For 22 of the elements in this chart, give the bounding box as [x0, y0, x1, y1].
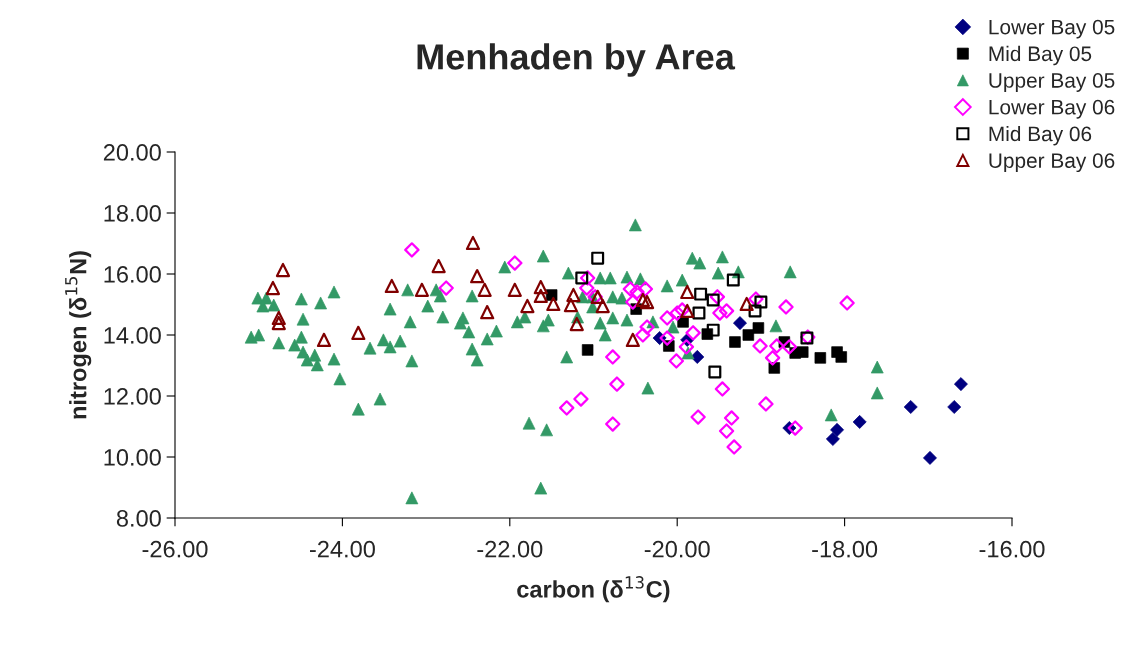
- legend-label: Mid Bay 05: [989, 45, 1092, 66]
- legend-label: Upper Bay 05: [989, 73, 1115, 92]
- x-tick-label: -16.00: [979, 540, 1045, 558]
- y-tick-label: 10.00: [104, 449, 161, 466]
- legend-label: Lower Bay 05: [989, 19, 1115, 39]
- chart-title: Menhaden by Area: [417, 43, 736, 77]
- legend-label: Mid Bay 06: [989, 125, 1092, 146]
- legend-label: Upper Bay 06: [989, 153, 1115, 173]
- y-tick-label: 18.00: [104, 205, 161, 222]
- y-tick-label: 8.00: [116, 510, 161, 527]
- x-tick-label: -24.00: [309, 540, 375, 558]
- y-tick-label: 14.00: [104, 327, 161, 344]
- x-tick-label: -26.00: [142, 540, 208, 558]
- y-axis-title: nitrogen (δ$^{15}$N): [65, 251, 92, 419]
- y-tick-label: 12.00: [104, 388, 161, 405]
- y-tick-label: 20.00: [103, 144, 161, 161]
- y-tick-label: 16.00: [104, 266, 161, 283]
- x-tick-label: -18.00: [812, 540, 878, 558]
- x-tick-label: -20.00: [644, 540, 710, 558]
- x-tick-label: -22.00: [477, 540, 543, 558]
- legend-label: Lower Bay 06: [989, 99, 1115, 119]
- x-axis-title: carbon (δ$^{13}$C): [517, 576, 670, 603]
